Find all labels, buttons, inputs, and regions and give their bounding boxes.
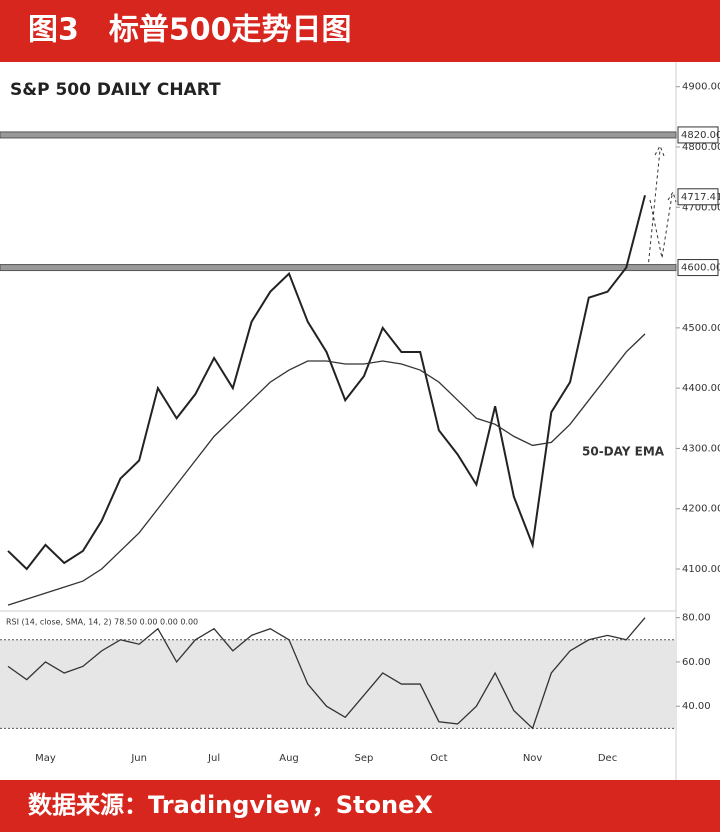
series-line	[7, 333, 646, 606]
x-tick-label: Sep	[355, 753, 374, 764]
y-tick-label: 4900.00	[682, 82, 720, 93]
y-tick-label: 4300.00	[682, 443, 720, 454]
series-line	[7, 617, 646, 730]
level-label: 4600.00	[681, 263, 720, 274]
x-tick-label: Dec	[598, 753, 617, 764]
series-line	[7, 194, 646, 571]
header-bar	[0, 0, 720, 62]
chart-title: S&P 500 DAILY CHART	[10, 80, 221, 100]
x-tick-label: May	[35, 753, 56, 764]
level-label: 4820.00	[681, 130, 720, 141]
level-label: 4717.41	[681, 192, 720, 203]
level-box	[677, 126, 719, 144]
y-tick-label: 4200.00	[682, 504, 720, 515]
rsi-title: RSI (14, close, SMA, 14, 2) 78.50 0.00 0…	[6, 618, 198, 627]
footer-source: 数据来源：Tradingview，StoneX	[28, 791, 433, 819]
header-title: 图3 标普500走势日图	[28, 13, 352, 48]
y-tick-label: 40.00	[682, 701, 711, 712]
y-tick-label: 4500.00	[682, 323, 720, 334]
x-tick-label: Nov	[523, 753, 543, 764]
y-tick-label: 4400.00	[682, 383, 720, 394]
x-tick-label: Jul	[207, 753, 220, 764]
footer-bar	[0, 780, 720, 832]
x-tick-label: Aug	[279, 753, 299, 764]
ema-label: 50-DAY EMA	[582, 445, 665, 459]
y-tick-label: 4100.00	[682, 564, 720, 575]
level-box	[677, 259, 719, 277]
x-tick-label: Oct	[430, 753, 447, 764]
y-tick-label: 80.00	[682, 613, 711, 624]
y-tick-label: 4700.00	[682, 202, 720, 213]
x-tick-label: Jun	[130, 753, 147, 764]
level-box	[677, 188, 719, 206]
rsi-band	[0, 639, 676, 729]
y-tick-label: 4800.00	[682, 142, 720, 153]
level-line	[0, 131, 677, 139]
level-line	[0, 264, 677, 272]
forecast-arrows	[647, 144, 677, 269]
y-tick-label: 60.00	[682, 657, 711, 668]
